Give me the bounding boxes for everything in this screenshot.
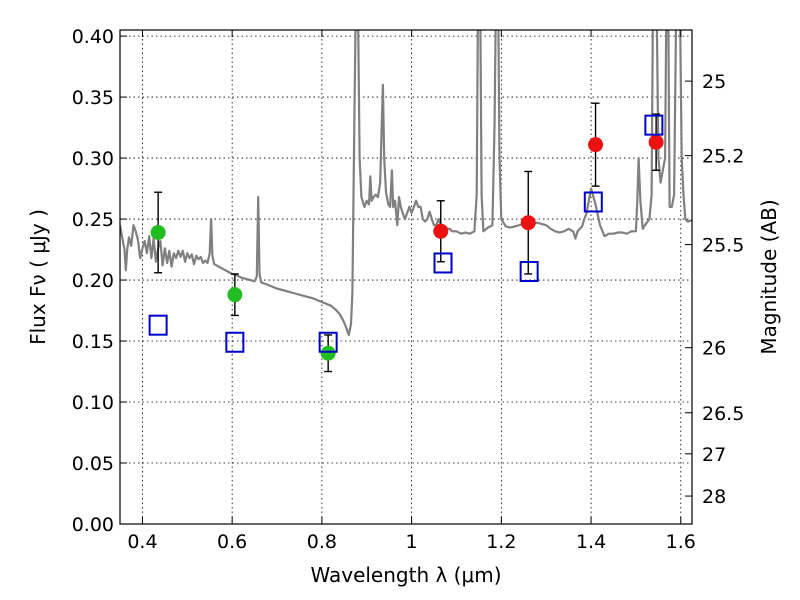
- y-tick-label: 0.35: [72, 87, 114, 109]
- x-tick-label: 1.2: [486, 531, 516, 553]
- model-photometry-point: [318, 331, 338, 353]
- x-tick-label: 1.6: [666, 531, 696, 553]
- y-tick-label: 0.00: [72, 514, 114, 536]
- grid-lines: [120, 30, 692, 525]
- axis-ticks: 0.4 0.6 0.8 1 1.2 1.4 1.6 0.00 0.05 0.10 0.15 0.20 0…: [72, 26, 745, 553]
- magnitude-tick-label: 25.2: [702, 146, 744, 168]
- y-tick-label: 0.25: [72, 209, 114, 231]
- x-tick-label: 0.8: [307, 531, 337, 553]
- y-tick-label: 0.20: [72, 270, 114, 292]
- model-photometry-point: [519, 261, 539, 283]
- magnitude-tick-label: 25: [702, 71, 726, 93]
- y-axis-label: Flux Fν ( μJy ): [26, 209, 50, 345]
- magnitude-tick-label: 26: [702, 338, 726, 360]
- model-spectrum: [120, 30, 692, 336]
- model-photometry-point: [225, 331, 245, 353]
- x-tick-label: 1.4: [576, 531, 606, 553]
- error-bars: [154, 102, 661, 373]
- data-point: [588, 137, 604, 153]
- data-point: [320, 345, 336, 361]
- x-tick-label: 0.6: [217, 531, 247, 553]
- y-tick-label: 0.30: [72, 148, 114, 170]
- y-tick-label: 0.40: [72, 26, 114, 48]
- model-photometry-point: [583, 191, 603, 213]
- magnitude-tick-label: 28: [702, 486, 726, 508]
- x-tick-label: 1: [406, 531, 418, 553]
- magnitude-tick-label: 27: [702, 444, 726, 466]
- y-tick-label: 0.15: [72, 331, 114, 353]
- data-point: [648, 134, 664, 150]
- data-point: [433, 223, 449, 239]
- y-tick-label: 0.10: [72, 392, 114, 414]
- plot-frame: [119, 29, 693, 525]
- x-tick-label: 0.4: [127, 531, 157, 553]
- model-photometry-point: [644, 114, 664, 136]
- magnitude-tick-label: 26.5: [702, 403, 744, 425]
- data-point: [150, 224, 166, 240]
- y-tick-label: 0.05: [72, 453, 114, 475]
- model-photometry-point: [433, 252, 453, 274]
- magnitude-tick-label: 25.5: [702, 235, 744, 257]
- data-point: [227, 287, 243, 303]
- model-photometry-point: [148, 314, 168, 336]
- magnitude-axis-label: Magnitude (AB): [757, 199, 781, 354]
- model-spectrum-line: [120, 30, 692, 336]
- data-markers: [148, 114, 664, 361]
- data-point: [520, 215, 536, 231]
- x-axis-label: Wavelength λ (μm): [310, 563, 501, 587]
